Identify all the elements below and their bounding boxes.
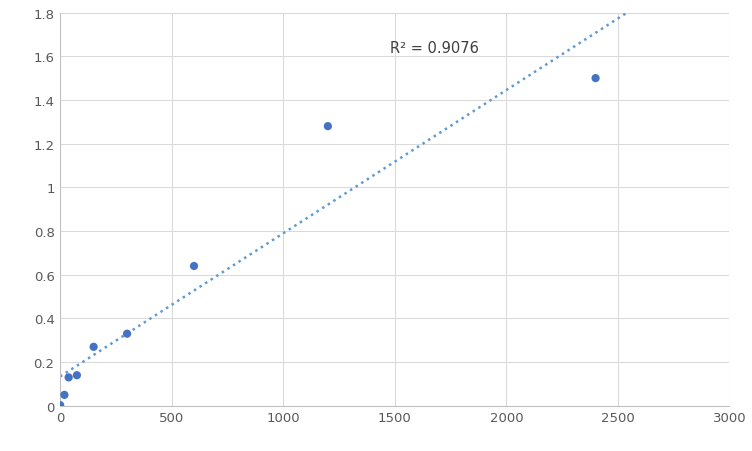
- Point: [590, 75, 602, 83]
- Point: [71, 372, 83, 379]
- Point: [188, 263, 200, 270]
- Point: [54, 402, 66, 409]
- Point: [59, 391, 71, 399]
- Text: R² = 0.9076: R² = 0.9076: [390, 41, 479, 56]
- Point: [322, 123, 334, 130]
- Point: [62, 374, 74, 381]
- Point: [87, 344, 99, 351]
- Point: [121, 330, 133, 337]
